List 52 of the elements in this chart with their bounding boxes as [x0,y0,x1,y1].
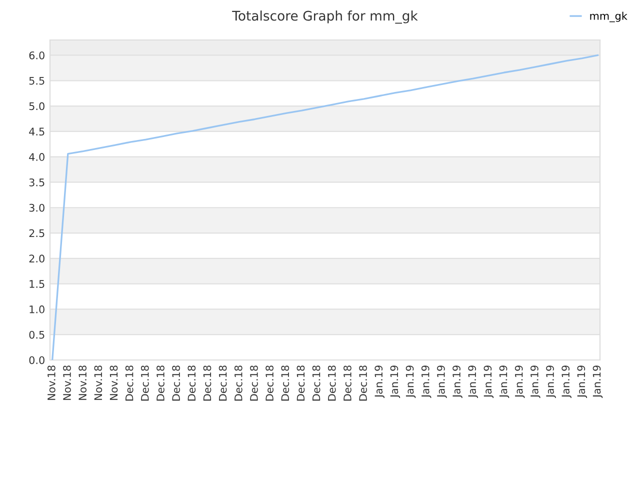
x-tick-label: Dec.18 [172,366,180,401]
x-tick-label: Jan.19 [484,366,494,398]
y-tick-label: 4.5 [29,128,44,136]
y-tick-label: 2.5 [29,229,44,238]
x-tick-label: Dec.18 [250,366,258,401]
x-tick-label: Jan.19 [421,366,432,398]
x-tick-label: Jan.19 [530,366,540,398]
x-tick-label: Dec.18 [203,366,212,401]
x-tick-label: Dec.18 [328,366,336,401]
y-tick-label: 2.0 [29,254,44,263]
x-tick-label: Jan.19 [577,366,588,398]
x-tick-label: Jan.19 [592,366,603,398]
y-tick-label: 0.5 [29,330,44,339]
x-tick-label: Jan.19 [374,366,384,398]
y-tick-label: 5.0 [29,102,44,110]
x-tick-label: Dec.18 [344,366,352,401]
y-tick-label: 6.0 [29,51,44,60]
x-tick-label: Dec.18 [359,366,367,401]
x-tick-label: Jan.19 [452,366,462,398]
x-tick-label: Dec.18 [140,366,149,401]
chart-title: Totalscore Graph for mm_gk [232,10,418,24]
x-tick-label: Nov.18 [63,366,71,400]
y-tick-label: 1.5 [30,280,44,288]
x-tick-label: Jan.19 [390,366,400,398]
y-tick-label: 3.0 [29,204,44,212]
x-tick-label: Jan.19 [562,366,572,398]
x-tick-label: Jan.19 [546,366,556,398]
x-tick-label: Nov.18 [78,366,87,400]
x-tick-label: Jan.19 [499,366,510,398]
x-tick-label: Nov.18 [94,366,102,400]
x-tick-label: Dec.18 [266,366,274,401]
x-tick-label: Dec.18 [188,366,196,401]
x-tick-label: Dec.18 [296,366,305,401]
x-tick-label: Nov.18 [110,366,118,400]
x-tick-label: Jan.19 [468,366,478,398]
x-tick-label: Dec.18 [234,366,242,401]
y-tick-label: 1.0 [30,305,44,314]
x-tick-label: Jan.19 [406,366,416,398]
y-tick-label: 0.0 [29,356,44,364]
y-tick-label: 5.5 [29,77,44,85]
x-tick-label: Jan.19 [437,366,447,398]
line-series [52,54,598,360]
y-tick-label: 3.5 [29,178,44,186]
x-tick-label: Nov.18 [47,366,56,400]
x-tick-label: Dec.18 [156,366,164,401]
legend-label: mm_gk [590,12,628,22]
y-tick-label: 4.0 [29,153,44,161]
x-tick-label: Jan.19 [514,366,525,398]
x-tick-label: Dec.18 [312,366,320,401]
x-tick-label: Dec.18 [125,366,134,401]
x-tick-label: Dec.18 [218,366,227,401]
x-tick-label: Dec.18 [281,366,290,401]
